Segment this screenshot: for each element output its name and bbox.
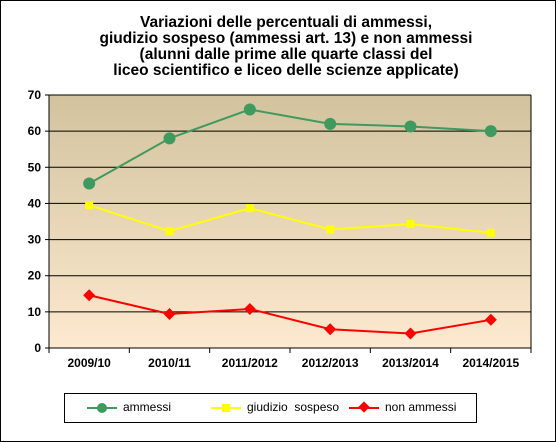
data-point: [85, 201, 94, 210]
data-point: [324, 323, 337, 336]
data-point: [404, 327, 417, 340]
x-tick-label: 2013/2014: [382, 356, 439, 370]
x-tick-label: 2011/2012: [222, 356, 278, 370]
x-tick-label: 2014/2015: [462, 356, 519, 370]
x-tick-label: 2010/11: [148, 356, 191, 370]
legend-label-giudizio-sospeso: giudizio sospeso: [247, 400, 340, 414]
y-tick-label: 0: [34, 341, 41, 355]
data-point: [324, 117, 337, 130]
x-tick-label: 2009/10: [67, 356, 111, 370]
data-point: [163, 132, 176, 145]
plot-area: [49, 95, 531, 348]
chart-title-line-2: giudizio sospeso (ammessi art. 13) e non…: [99, 30, 473, 47]
y-tick-label: 40: [28, 196, 42, 210]
diamond-marker-icon: [358, 401, 370, 413]
data-point: [83, 177, 96, 190]
data-point: [245, 204, 254, 213]
legend-label-ammessi: ammessi: [123, 400, 172, 414]
series-line-1: [88, 204, 491, 234]
data-point: [163, 308, 176, 321]
x-tick-label: 2012/2013: [302, 356, 359, 370]
chart-title-line-3: (alunni dalle prime alle quarte classi d…: [139, 46, 433, 63]
square-marker-icon: [222, 404, 230, 412]
data-point: [326, 225, 335, 234]
chart-title: Variazioni delle percentuali di ammessi,…: [51, 15, 521, 79]
data-point: [406, 220, 415, 229]
series-line-0: [88, 108, 491, 185]
chart-legend: ammessi giudizio sospeso non ammessi: [64, 393, 477, 423]
data-point: [484, 313, 497, 326]
y-tick-label: 60: [28, 124, 42, 138]
series-line-2: [88, 294, 492, 335]
data-point: [484, 125, 497, 138]
y-tick-label: 70: [28, 88, 42, 102]
circle-marker-icon: [97, 403, 107, 413]
y-tick-label: 10: [28, 305, 42, 319]
data-point: [165, 227, 174, 236]
y-tick-label: 50: [28, 160, 42, 174]
chart-title-line-1: Variazioni delle percentuali di ammessi,: [139, 14, 433, 31]
data-point: [83, 289, 96, 302]
data-point: [404, 120, 417, 133]
data-point: [243, 103, 256, 116]
legend-label-non-ammessi: non ammessi: [385, 400, 457, 414]
y-tick-label: 20: [28, 269, 42, 283]
chart-title-line-4: liceo scientifico e liceo delle scienze …: [113, 62, 459, 79]
data-point: [486, 228, 495, 237]
y-tick-label: 30: [28, 233, 42, 247]
data-point: [243, 302, 256, 315]
